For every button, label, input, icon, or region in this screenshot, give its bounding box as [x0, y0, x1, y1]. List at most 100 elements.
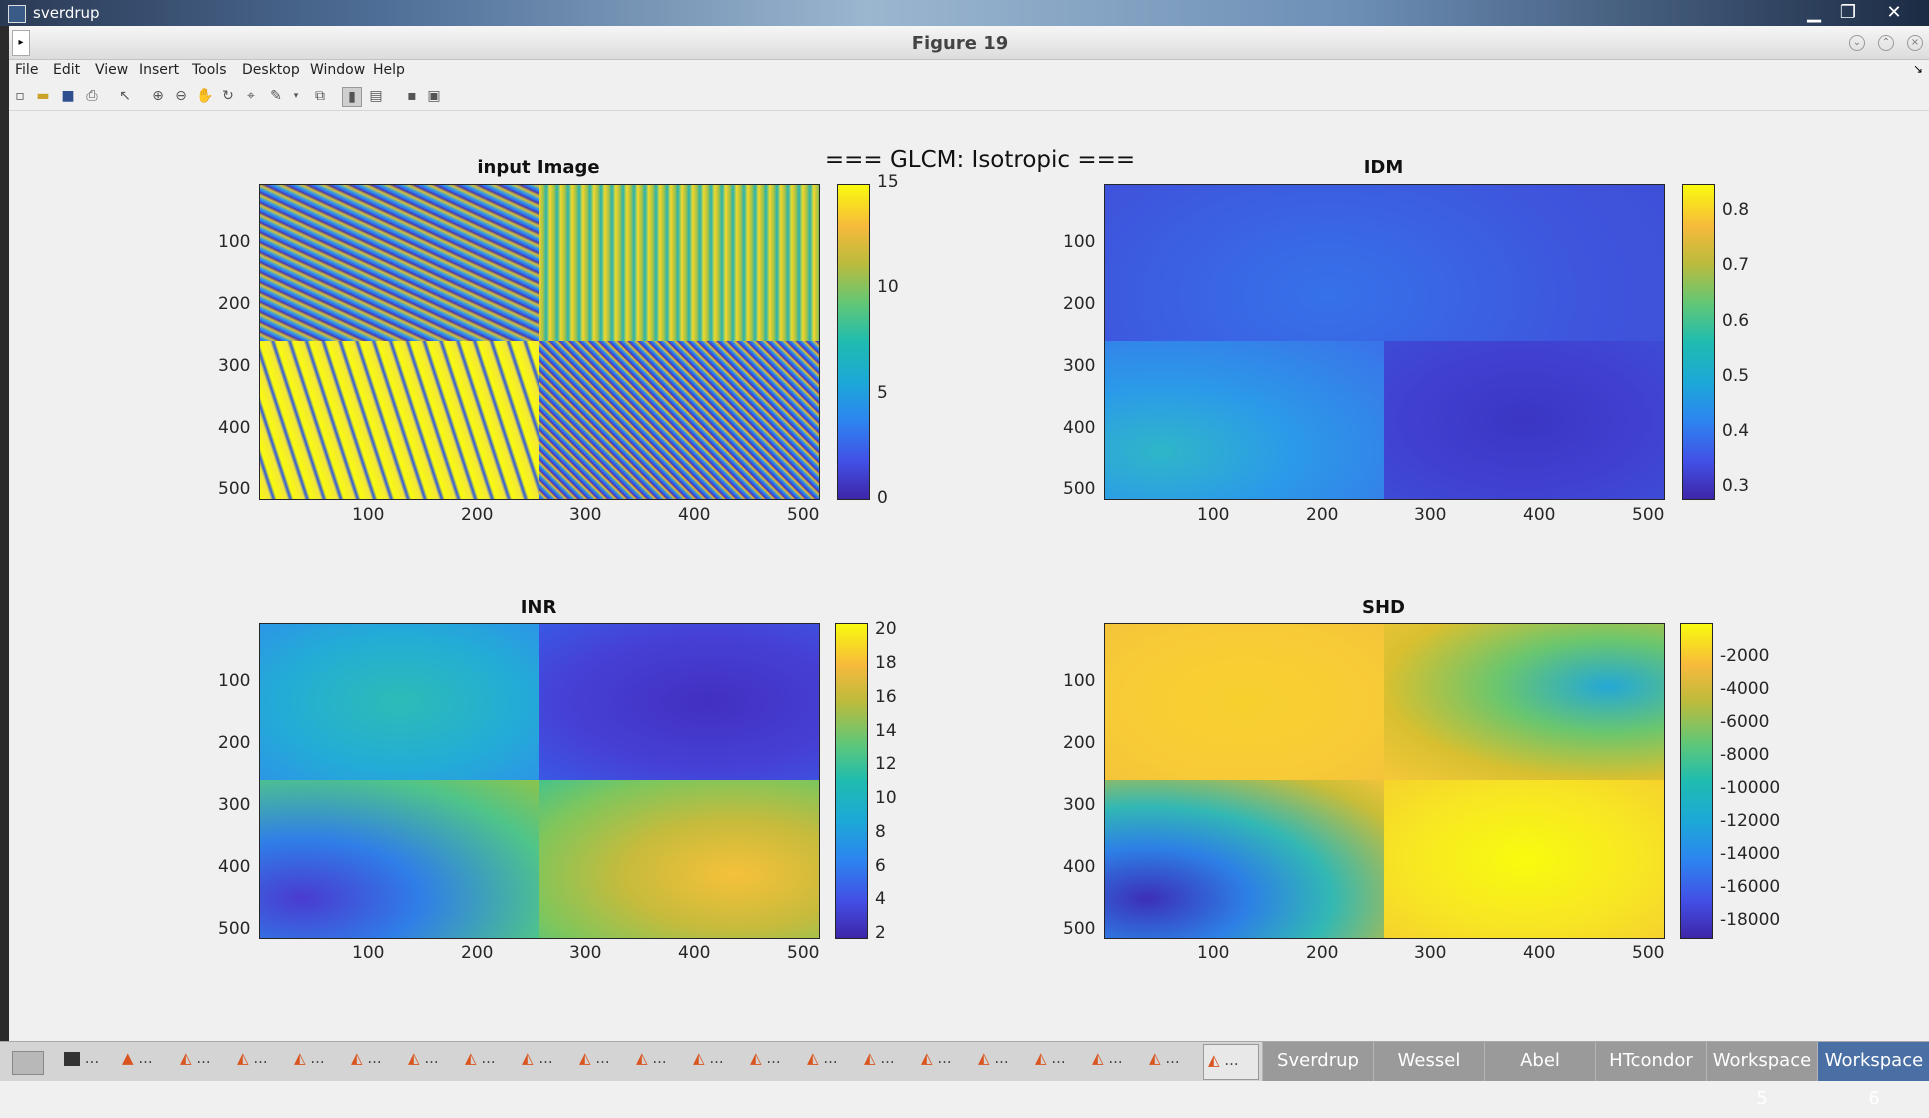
close-figure-icon[interactable]: ×: [1907, 35, 1923, 51]
cbar-tick: 6: [875, 856, 886, 876]
workspace-htcondor[interactable]: HTcondor: [1595, 1042, 1706, 1081]
brush-icon[interactable]: ✎: [270, 88, 282, 104]
taskbar-figure-item[interactable]: ◭ ...: [351, 1049, 401, 1075]
figure-icon: ◭: [921, 1049, 933, 1067]
taskbar-figure-item[interactable]: ◭ ...: [921, 1049, 971, 1075]
menu-insert[interactable]: Insert: [139, 62, 180, 78]
taskbar-figure-item[interactable]: ◭ ...: [465, 1049, 515, 1075]
menu-window[interactable]: Window: [310, 62, 366, 78]
cbar-tick: -14000: [1720, 844, 1781, 864]
heatmap-shd[interactable]: [1104, 623, 1665, 939]
print-icon[interactable]: ⎙: [86, 88, 98, 104]
close-icon[interactable]: ✕: [1886, 2, 1902, 23]
x-tick: 400: [678, 505, 711, 525]
chevron-down-icon[interactable]: ⌄: [1849, 35, 1865, 51]
quadrant-top-left: [260, 185, 539, 341]
figure-icon: ◭: [693, 1049, 705, 1067]
cbar-tick: 0.5: [1722, 366, 1750, 386]
restore-icon[interactable]: ❐: [1839, 2, 1857, 23]
taskbar-figure-item[interactable]: ◭ ...: [1035, 1049, 1085, 1075]
figure-title: Figure 19: [911, 33, 1009, 54]
x-tick: 100: [352, 505, 385, 525]
taskbar-figure-item[interactable]: ◭ ...: [864, 1049, 914, 1075]
taskbar-figure-item[interactable]: ◭ ...: [408, 1049, 458, 1075]
taskbar-figure-item[interactable]: ◭ ...: [978, 1049, 1028, 1075]
menu-file[interactable]: File: [15, 62, 39, 78]
inr-region-bottom-right: [539, 780, 819, 938]
plot-title-inr: INR: [520, 597, 557, 618]
x-tick: 100: [1197, 943, 1230, 963]
colorbar-icon[interactable]: ▮: [342, 87, 362, 107]
heatmap-inr[interactable]: [259, 623, 820, 939]
workspace-wessel[interactable]: Wessel: [1373, 1042, 1484, 1081]
heatmap-input-image[interactable]: [259, 184, 820, 500]
taskbar-item-label: ...: [424, 1049, 439, 1067]
idm-region-bottom-left: [1105, 341, 1384, 499]
taskbar-item-label: ...: [253, 1049, 268, 1067]
pan-icon[interactable]: ✋: [196, 88, 214, 104]
y-tick: 500: [1063, 919, 1096, 939]
inr-region-top-left: [260, 624, 539, 780]
quadrant-bottom-right: [539, 341, 819, 499]
taskbar-figure-item[interactable]: ◭ ...: [294, 1049, 344, 1075]
menu-edit[interactable]: Edit: [53, 62, 81, 78]
rotate-icon[interactable]: ↻: [222, 88, 234, 104]
minimize-icon[interactable]: ▁: [1807, 2, 1821, 23]
x-tick: 200: [1306, 943, 1339, 963]
figure-icon: ◭: [294, 1049, 306, 1067]
x-tick: 300: [1414, 943, 1447, 963]
pointer-icon[interactable]: ↖: [119, 88, 131, 104]
link-icon[interactable]: ⧉: [315, 88, 325, 104]
x-tick: 200: [1306, 505, 1339, 525]
colorbar-inr: [835, 623, 868, 939]
data-cursor-icon[interactable]: ⌖: [247, 88, 255, 104]
taskbar-figure-item[interactable]: ◭ ...: [636, 1049, 686, 1075]
menu-help[interactable]: Help: [373, 62, 405, 78]
taskbar-figure-item[interactable]: ◭ ...: [750, 1049, 800, 1075]
expand-arrow-icon[interactable]: ▸: [12, 30, 30, 56]
heatmap-idm[interactable]: [1104, 184, 1665, 500]
taskbar-figure-item[interactable]: ◭ ...: [807, 1049, 857, 1075]
cbar-tick: 12: [875, 754, 897, 774]
taskbar-terminal-item[interactable]: ...: [64, 1049, 114, 1075]
menu-tools[interactable]: Tools: [192, 62, 227, 78]
taskbar-figure-item[interactable]: ◭ ...: [1149, 1049, 1199, 1075]
x-tick: 300: [569, 505, 602, 525]
dock-arrow-icon[interactable]: ↘: [1913, 62, 1924, 76]
workspace-abel[interactable]: Abel: [1484, 1042, 1595, 1081]
menu-view[interactable]: View: [95, 62, 129, 78]
save-icon[interactable]: ■: [61, 88, 75, 104]
y-tick: 200: [218, 733, 251, 753]
hide-tools-icon[interactable]: ▪: [407, 88, 417, 104]
zoom-in-icon[interactable]: ⊕: [152, 88, 164, 104]
chevron-up-icon[interactable]: ⌃: [1878, 35, 1894, 51]
y-tick: 400: [1063, 857, 1096, 877]
figure-icon: ◭: [465, 1049, 477, 1067]
taskbar-matlab-item[interactable]: ▲ ...: [122, 1049, 172, 1075]
cbar-tick: 0.4: [1722, 421, 1750, 441]
taskbar-figure-item[interactable]: ◭ ...: [522, 1049, 572, 1075]
taskbar-item-label: ...: [310, 1049, 325, 1067]
workspace-6[interactable]: Workspace 6: [1817, 1042, 1929, 1109]
workspace-sverdrup[interactable]: Sverdrup: [1262, 1042, 1373, 1081]
cbar-tick: 0.6: [1722, 311, 1750, 331]
menu-desktop[interactable]: Desktop: [242, 62, 300, 78]
dock-icon[interactable]: ▣: [427, 88, 441, 104]
zoom-out-icon[interactable]: ⊖: [175, 88, 187, 104]
menu-bar: File Edit View Insert Tools Desktop Wind…: [9, 60, 1929, 82]
workspace-5[interactable]: Workspace 5: [1706, 1042, 1817, 1109]
taskbar-figure-item[interactable]: ◭ ...: [1092, 1049, 1142, 1075]
taskbar-figure-item-active[interactable]: ◭ ...: [1203, 1044, 1259, 1080]
taskbar-figure-item[interactable]: ◭ ...: [180, 1049, 230, 1075]
taskbar-figure-item[interactable]: ◭ ...: [579, 1049, 629, 1075]
taskbar-figure-item[interactable]: ◭ ...: [237, 1049, 287, 1075]
show-desktop-icon[interactable]: [12, 1051, 44, 1075]
open-icon[interactable]: ▬: [36, 88, 50, 104]
colorbar-idm: [1682, 184, 1715, 500]
taskbar-figure-item[interactable]: ◭ ...: [693, 1049, 743, 1075]
brush-dropdown-icon[interactable]: ▾: [293, 91, 299, 101]
x-tick: 500: [1632, 943, 1665, 963]
new-figure-icon[interactable]: ▫: [15, 88, 25, 104]
y-tick: 400: [218, 418, 251, 438]
legend-icon[interactable]: ▤: [369, 88, 383, 104]
